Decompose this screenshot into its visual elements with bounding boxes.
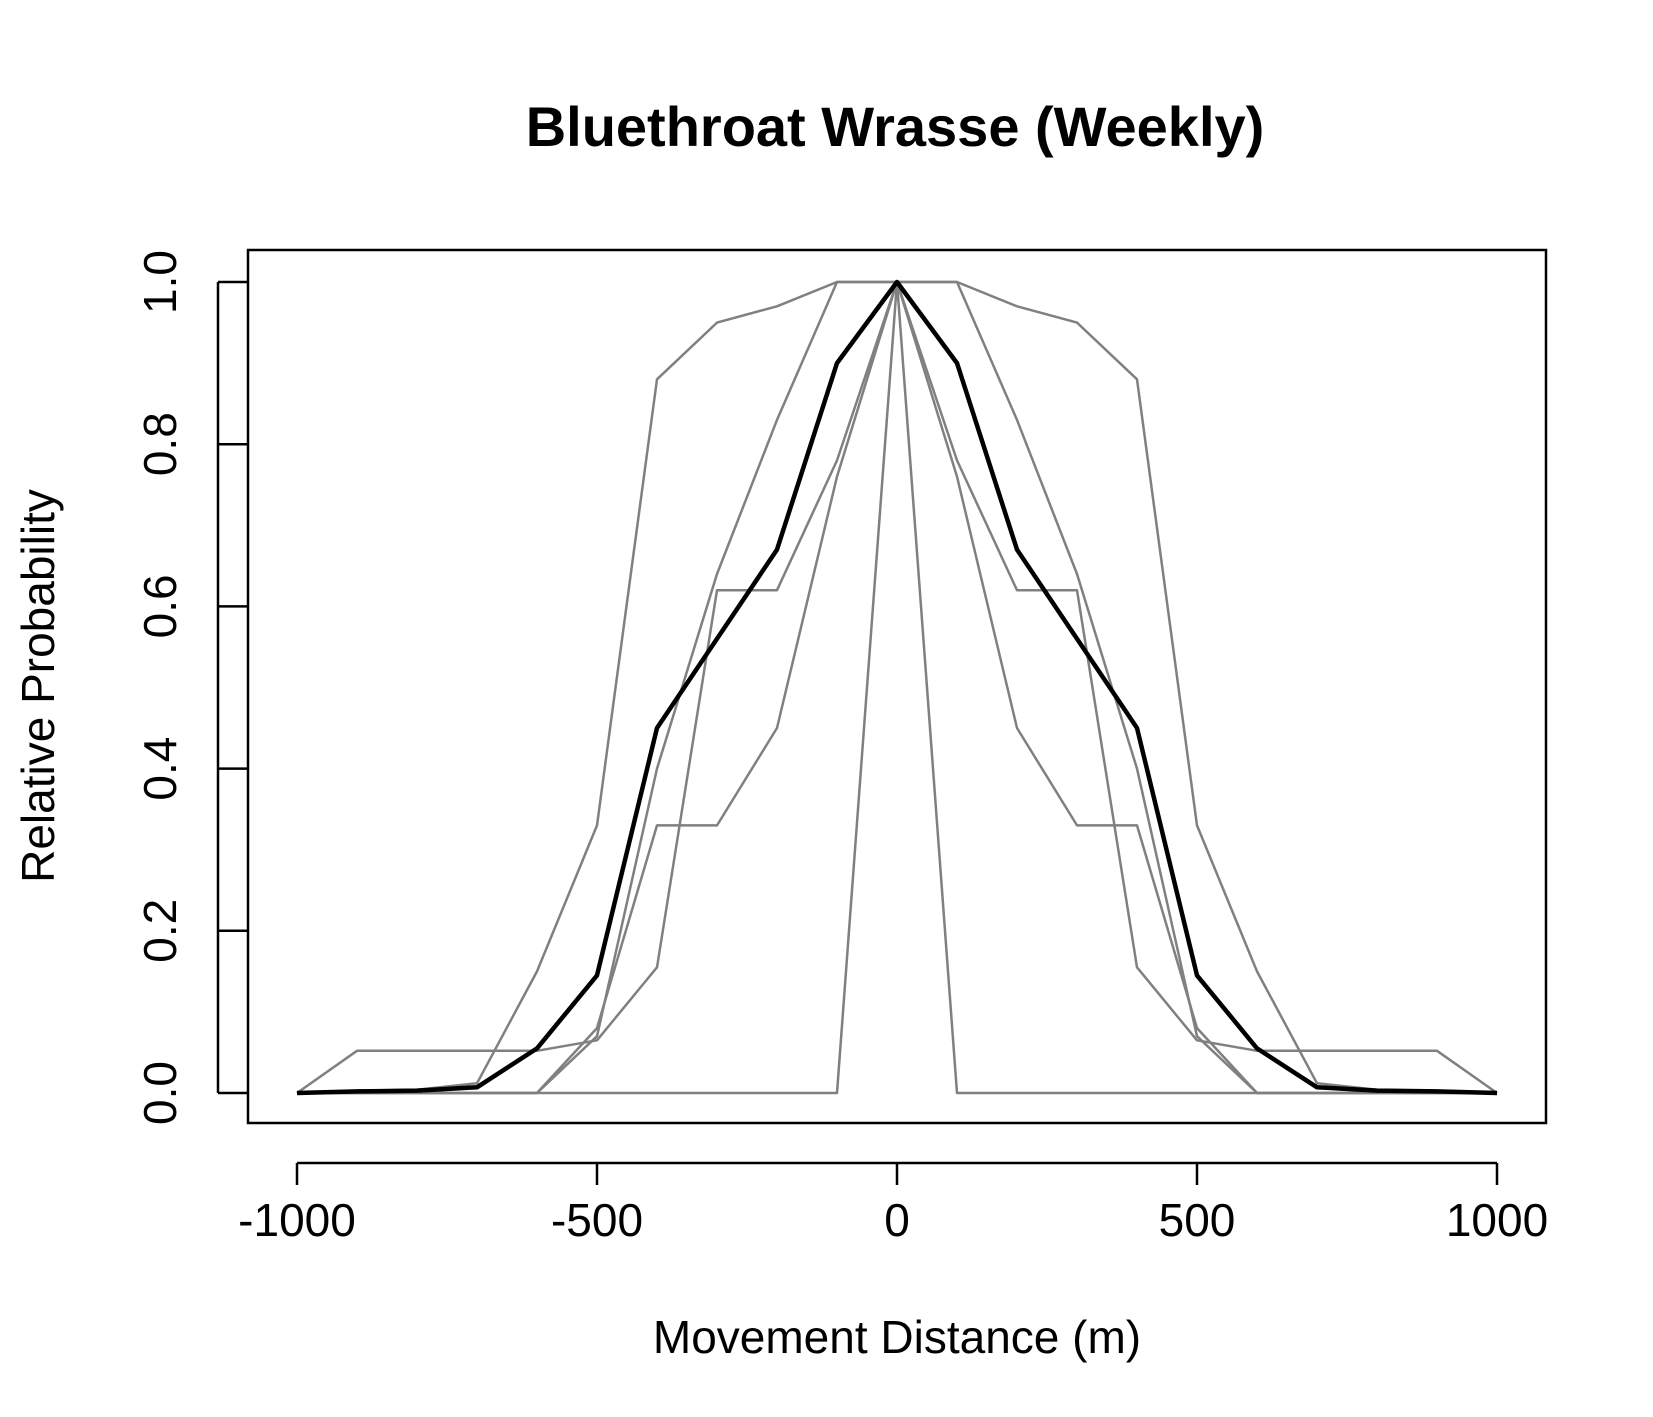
y-axis: 0.0 0.2 0.4 0.6 0.8 1.0	[134, 250, 248, 1125]
x-tick-label: 1000	[1446, 1194, 1548, 1246]
series-line-2	[297, 280, 1497, 1095]
y-tick-label: 0.2	[134, 899, 186, 963]
x-tick-label: 0	[884, 1194, 910, 1246]
x-axis-label: Movement Distance (m)	[653, 1311, 1141, 1363]
series-line-4	[296, 280, 1498, 1095]
x-tick-label: 500	[1159, 1194, 1236, 1246]
series-layer	[296, 279, 1498, 1096]
y-tick-label: 0.4	[134, 737, 186, 801]
y-tick-label: 1.0	[134, 250, 186, 314]
x-tick-label: -500	[551, 1194, 643, 1246]
series-line-5	[297, 280, 1497, 1095]
x-axis: -1000 -500 0 500 1000	[238, 1161, 1548, 1246]
y-tick-label: 0.6	[134, 574, 186, 638]
chart-title: Bluethroat Wrasse (Weekly)	[526, 95, 1265, 158]
y-tick-label: 0.8	[134, 412, 186, 476]
plot-frame	[246, 248, 1548, 1125]
series-line-6	[296, 279, 1498, 1096]
y-axis-label: Relative Probability	[12, 489, 64, 883]
y-tick-label: 0.0	[134, 1061, 186, 1125]
x-tick-label: -1000	[238, 1194, 356, 1246]
series-line-1	[296, 280, 1498, 1095]
series-line-3	[297, 280, 1497, 1095]
